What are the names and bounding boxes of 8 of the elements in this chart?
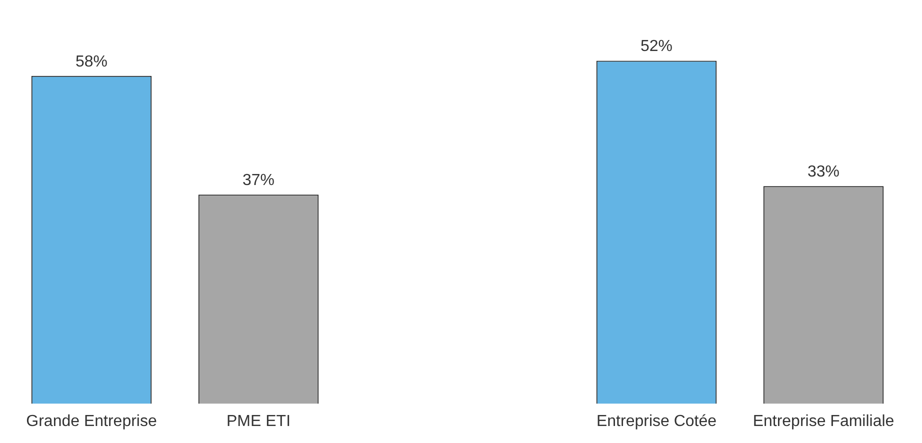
data-label: 58% <box>75 53 108 70</box>
x-tick-label: Entreprise Cotée <box>596 412 717 430</box>
x-tick-label: Entreprise Familiale <box>752 412 894 430</box>
x-tick-label: PME ETI <box>226 412 291 430</box>
data-label: 33% <box>807 164 840 181</box>
x-tick-label: Grande Entreprise <box>26 412 157 430</box>
data-label: 37% <box>242 172 275 189</box>
data-label: 52% <box>640 38 673 56</box>
